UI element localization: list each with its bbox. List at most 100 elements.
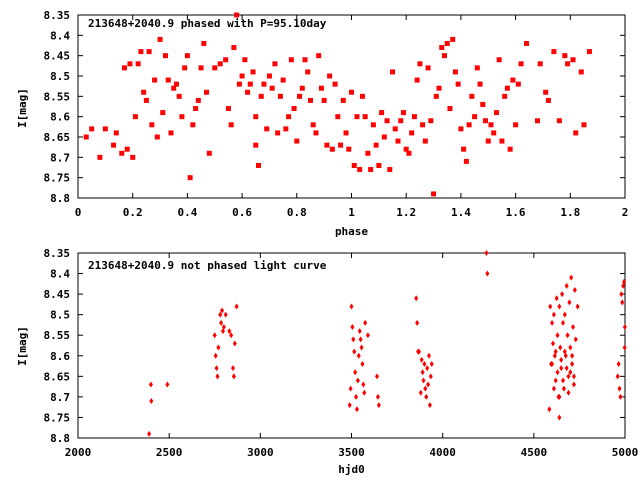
data-point xyxy=(617,385,622,392)
data-point xyxy=(212,65,218,71)
data-point xyxy=(375,393,380,400)
data-point xyxy=(426,381,431,388)
data-point xyxy=(477,81,483,87)
data-point xyxy=(450,36,456,42)
data-point xyxy=(543,89,549,95)
data-point xyxy=(561,377,566,384)
data-point xyxy=(283,126,289,132)
data-point xyxy=(426,352,431,359)
data-point xyxy=(147,430,152,437)
data-point xyxy=(384,118,390,124)
data-point xyxy=(559,365,564,372)
x-tick-label: 1.4 xyxy=(451,206,471,219)
data-point xyxy=(313,130,319,136)
data-point xyxy=(510,77,516,83)
data-point xyxy=(229,332,234,339)
data-point xyxy=(414,77,420,83)
data-point xyxy=(346,146,352,152)
data-point xyxy=(358,336,363,343)
data-point xyxy=(422,138,428,144)
data-point xyxy=(447,106,453,112)
data-point xyxy=(545,97,551,103)
data-point xyxy=(223,311,228,318)
data-point xyxy=(234,303,239,310)
data-point xyxy=(381,134,387,140)
data-point xyxy=(433,93,439,99)
data-point xyxy=(414,295,419,302)
data-point xyxy=(349,303,354,310)
y-tick-label: 8.8 xyxy=(50,192,70,205)
data-point xyxy=(365,332,370,339)
data-point xyxy=(258,93,264,99)
data-point xyxy=(564,365,569,372)
y-tick-label: 8.45 xyxy=(44,288,71,301)
chart-title: 213648+2040.9 not phased light curve xyxy=(88,259,327,272)
x-tick-label: 2500 xyxy=(156,446,183,459)
data-point xyxy=(340,97,346,103)
data-point xyxy=(484,250,489,256)
data-point xyxy=(376,162,382,168)
data-point xyxy=(571,373,576,380)
data-point xyxy=(555,332,560,339)
data-point xyxy=(507,146,513,152)
x-tick-label: 4000 xyxy=(429,446,456,459)
data-point xyxy=(428,373,433,380)
data-point xyxy=(439,45,445,51)
y-tick-label: 8.6 xyxy=(50,111,70,124)
data-point xyxy=(261,81,267,87)
data-point xyxy=(398,118,404,124)
data-point xyxy=(618,393,623,400)
data-point xyxy=(565,61,571,67)
data-point xyxy=(310,122,316,128)
data-point xyxy=(324,142,330,148)
data-point xyxy=(132,114,138,120)
data-point xyxy=(357,328,362,335)
data-point xyxy=(586,49,592,55)
data-point xyxy=(214,365,219,372)
data-point xyxy=(616,361,621,367)
data-point xyxy=(568,344,573,351)
data-point xyxy=(555,369,560,376)
data-point xyxy=(176,93,182,99)
data-point xyxy=(354,114,360,120)
data-point xyxy=(242,57,248,63)
data-point xyxy=(423,385,428,392)
data-point xyxy=(561,385,566,392)
data-point xyxy=(335,114,341,120)
data-point xyxy=(493,110,499,116)
data-point xyxy=(417,61,423,67)
data-point xyxy=(469,93,475,99)
data-point xyxy=(363,319,368,326)
data-point xyxy=(553,377,558,384)
x-tick-label: 0.8 xyxy=(287,206,307,219)
y-tick-label: 8.65 xyxy=(44,370,71,383)
data-point xyxy=(149,398,154,404)
data-point xyxy=(329,146,335,152)
data-point xyxy=(165,77,171,83)
data-point xyxy=(566,373,571,380)
data-point xyxy=(472,114,478,120)
data-point xyxy=(550,361,555,367)
data-point xyxy=(485,138,491,144)
data-point xyxy=(165,381,170,388)
data-point xyxy=(234,12,240,18)
data-point xyxy=(223,57,229,63)
data-point xyxy=(111,142,117,148)
y-tick-label: 8.4 xyxy=(50,29,70,42)
data-point xyxy=(400,110,406,116)
data-point xyxy=(415,319,420,326)
data-point xyxy=(537,61,543,67)
data-point xyxy=(485,270,490,277)
x-tick-label: 0.4 xyxy=(177,206,197,219)
data-point xyxy=(571,324,576,330)
data-point xyxy=(299,85,305,91)
data-point xyxy=(184,53,190,59)
data-point xyxy=(307,97,313,103)
data-point xyxy=(291,106,297,112)
data-point xyxy=(230,365,235,372)
y-tick-label: 8.5 xyxy=(50,309,70,322)
data-point xyxy=(247,81,253,87)
data-point xyxy=(551,49,557,55)
data-point xyxy=(171,85,177,91)
data-point xyxy=(620,299,625,306)
